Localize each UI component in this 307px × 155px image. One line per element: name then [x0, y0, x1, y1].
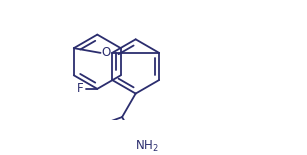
Text: F: F	[77, 82, 84, 95]
Text: O: O	[101, 46, 111, 59]
Text: NH$_2$: NH$_2$	[135, 139, 159, 154]
